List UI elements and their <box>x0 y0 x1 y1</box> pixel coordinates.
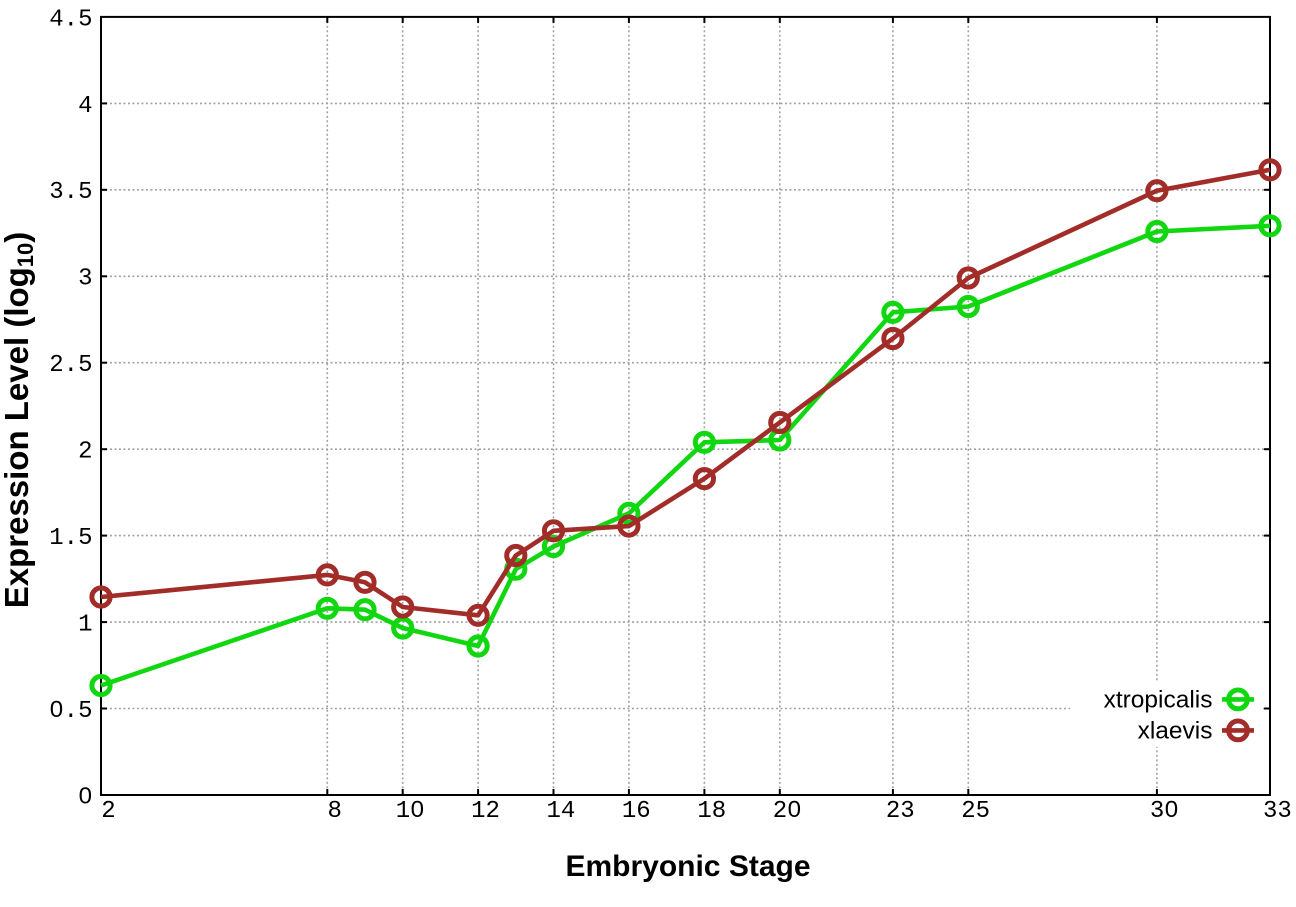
svg-text:Embryonic Stage: Embryonic Stage <box>565 850 810 883</box>
svg-text:3: 3 <box>78 266 92 293</box>
svg-text:23: 23 <box>886 798 915 825</box>
svg-text:25: 25 <box>961 798 990 825</box>
svg-text:Expression Level (log10): Expression Level (log10) <box>0 232 38 609</box>
svg-text:30: 30 <box>1150 798 1179 825</box>
svg-text:10: 10 <box>396 798 425 825</box>
svg-text:2.5: 2.5 <box>49 352 92 379</box>
svg-text:12: 12 <box>471 798 500 825</box>
svg-text:8: 8 <box>327 798 341 825</box>
svg-text:xlaevis: xlaevis <box>1138 717 1213 744</box>
svg-text:2: 2 <box>101 798 115 825</box>
svg-text:3.5: 3.5 <box>49 179 92 206</box>
svg-text:xtropicalis: xtropicalis <box>1104 686 1213 713</box>
svg-text:4.5: 4.5 <box>49 6 92 33</box>
svg-text:16: 16 <box>622 798 651 825</box>
svg-text:14: 14 <box>546 798 575 825</box>
svg-text:2: 2 <box>78 439 92 466</box>
svg-text:1.5: 1.5 <box>49 525 92 552</box>
svg-text:1: 1 <box>78 612 92 639</box>
svg-text:33: 33 <box>1263 798 1292 825</box>
svg-text:20: 20 <box>773 798 802 825</box>
svg-text:18: 18 <box>697 798 726 825</box>
svg-text:4: 4 <box>78 93 92 120</box>
